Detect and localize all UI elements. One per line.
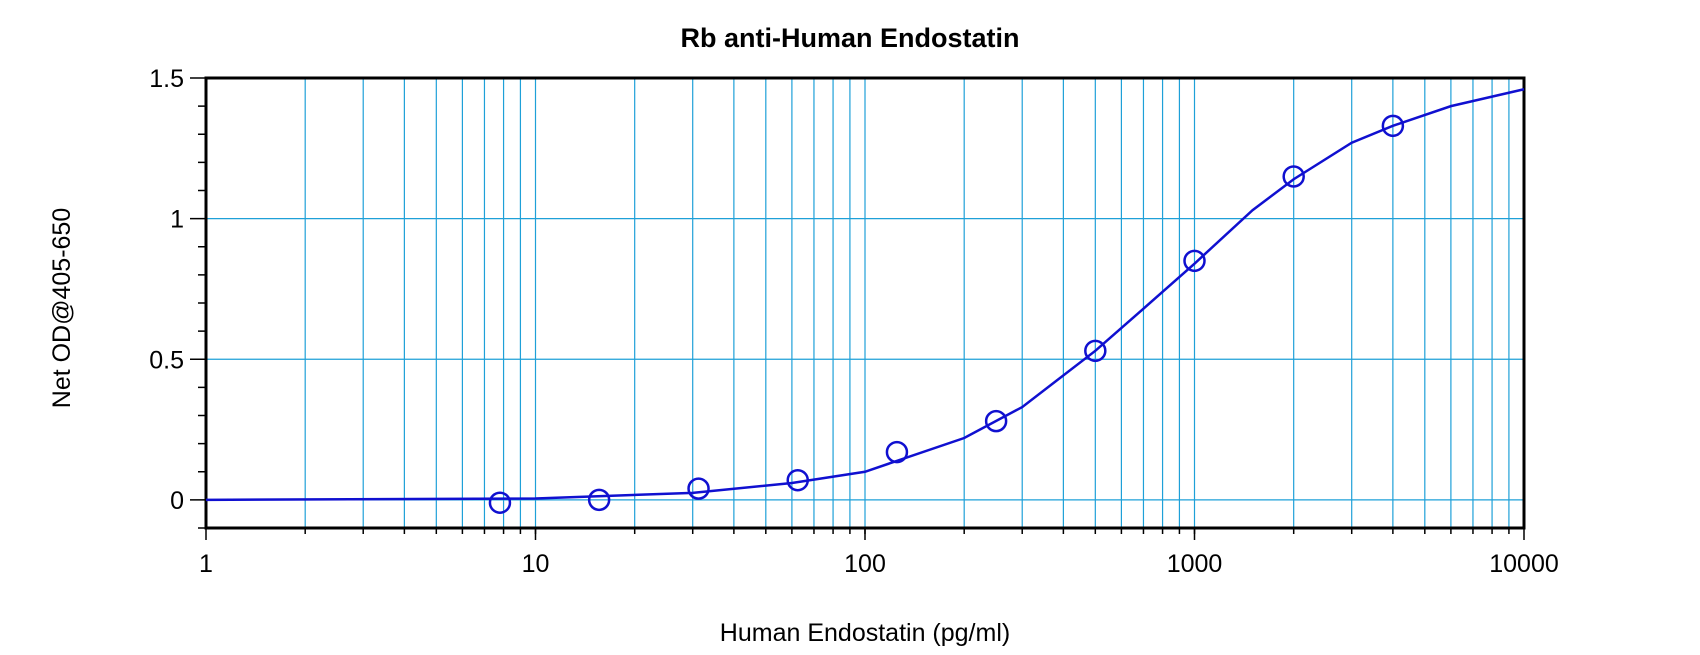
x-tick-label: 100: [844, 550, 886, 578]
data-point: [1282, 165, 1305, 188]
data-points: [488, 114, 1405, 514]
x-tick-label: 10000: [1489, 550, 1559, 578]
data-point: [1084, 339, 1107, 363]
data-point: [1183, 249, 1206, 273]
axis-ticks: [190, 77, 1525, 540]
y-axis-label: Net OD@405-650: [48, 208, 76, 408]
data-point: [587, 488, 611, 512]
plot-frame: [204, 76, 1526, 530]
chart-title: Rb anti-Human Endostatin: [681, 23, 1020, 53]
data-point: [786, 468, 809, 492]
grid: [206, 78, 1524, 528]
data-point: [687, 477, 710, 500]
data-point: [488, 491, 512, 514]
x-axis-label: Human Endostatin (pg/ml): [720, 619, 1010, 647]
x-tick-label: 10: [522, 550, 550, 578]
tick-labels: 1 10 100 1000 10000 0 0.5 1 1.5: [149, 65, 1559, 578]
y-tick-label: 1.5: [149, 65, 184, 93]
data-point: [984, 409, 1008, 433]
fit-curve: [205, 88, 1525, 502]
x-tick-label: 1: [199, 550, 213, 578]
y-tick-label: 0.5: [149, 346, 184, 374]
data-point: [885, 440, 909, 464]
y-tick-label: 0: [170, 487, 184, 515]
y-tick-label: 1: [170, 206, 184, 234]
x-tick-label: 1000: [1167, 550, 1223, 578]
data-point: [1381, 114, 1405, 138]
